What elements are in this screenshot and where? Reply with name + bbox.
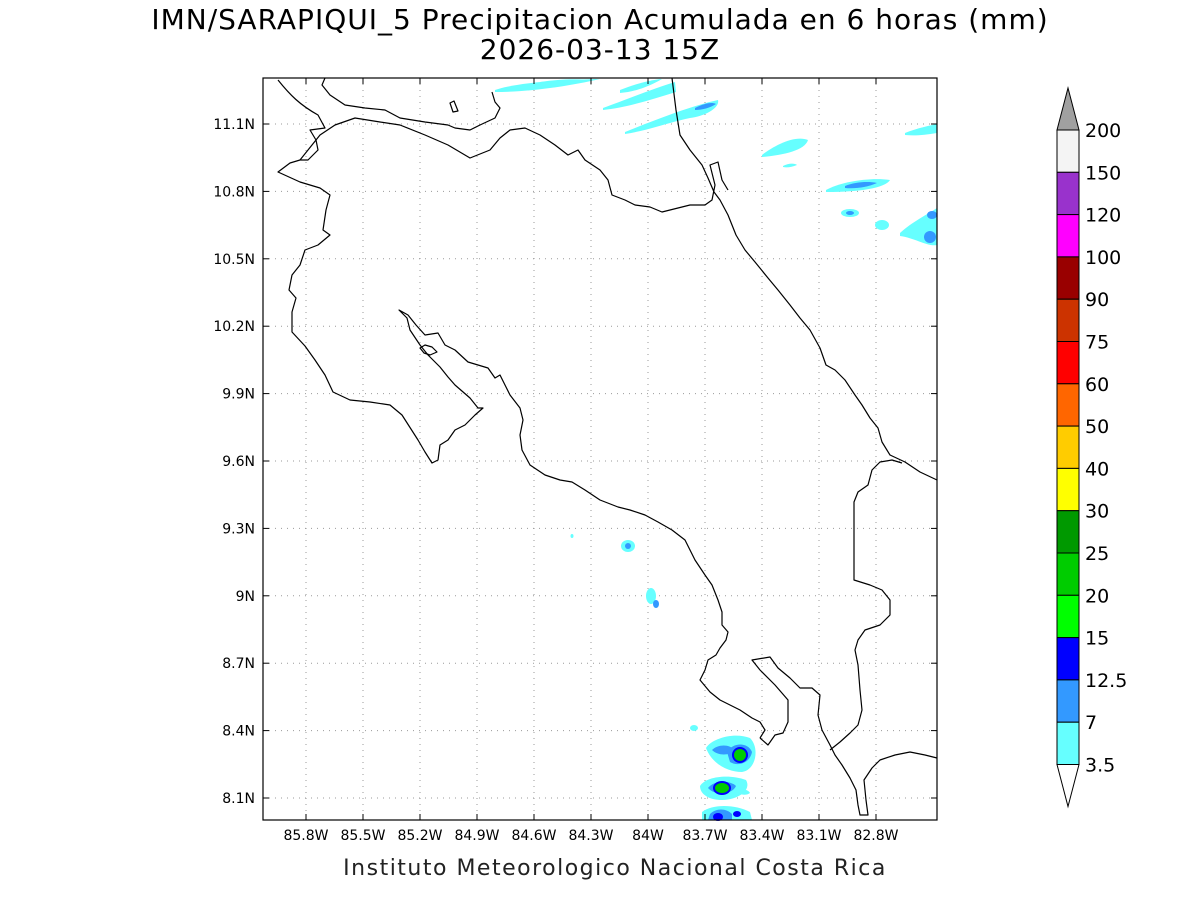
- lon-label: 84W: [632, 828, 664, 844]
- lat-label: 9.3N: [222, 521, 255, 537]
- legend-label: 90: [1085, 289, 1109, 311]
- lon-label: 84.6W: [511, 828, 556, 844]
- legend-label: 100: [1085, 247, 1121, 269]
- lat-label: 8.4N: [222, 724, 255, 740]
- legend-label: 60: [1085, 374, 1109, 396]
- legend-swatch: [1056, 298, 1080, 343]
- legend-max-triangle: [1056, 86, 1080, 131]
- legend-min-triangle: [1056, 764, 1080, 809]
- lon-label: 83.4W: [739, 828, 784, 844]
- legend-swatch: [1056, 171, 1080, 216]
- lat-label: 11.1N: [213, 117, 255, 133]
- latitude-labels: 11.1N 10.8N 10.5N 10.2N 9.9N 9.6N 9.3N 9N 8.7N 8.…: [213, 117, 255, 807]
- lon-label: 85.2W: [397, 828, 442, 844]
- map-datetime: 2026-03-13 15Z: [479, 33, 721, 66]
- lon-label: 82.8W: [853, 828, 898, 844]
- legend-label: 12.5: [1085, 670, 1127, 692]
- lat-label: 10.8N: [213, 184, 255, 200]
- legend-label: 200: [1085, 120, 1121, 142]
- lat-label: 8.7N: [222, 656, 255, 672]
- legend-label: 75: [1085, 332, 1109, 354]
- legend-label: 3.5: [1085, 755, 1115, 777]
- legend-swatch: [1056, 510, 1080, 554]
- legend-swatch: [1056, 637, 1080, 681]
- legend-label: 20: [1085, 585, 1109, 607]
- lat-label: 10.2N: [213, 319, 255, 335]
- legend-swatch: [1056, 341, 1080, 385]
- legend-label: 25: [1085, 543, 1109, 565]
- lon-label: 85.5W: [340, 828, 385, 844]
- legend-swatch: [1056, 552, 1080, 596]
- legend-swatch: [1056, 214, 1080, 258]
- lat-label: 10.5N: [213, 252, 255, 268]
- legend-swatch: [1056, 129, 1080, 173]
- legend-swatch: [1056, 467, 1080, 512]
- lat-label: 8.1N: [222, 791, 255, 807]
- lon-label: 83.1W: [796, 828, 841, 844]
- legend-label: 150: [1085, 162, 1121, 184]
- lon-label: 85.8W: [283, 828, 328, 844]
- legend-swatch: [1056, 594, 1080, 639]
- lon-label: 83.7W: [682, 828, 727, 844]
- legend-swatch: [1056, 679, 1080, 723]
- legend-swatch: [1056, 256, 1080, 300]
- legend-label: 30: [1085, 501, 1109, 523]
- map-panel: [262, 77, 938, 821]
- legend-swatch: [1056, 721, 1080, 766]
- map-title: IMN/SARAPIQUI_5 Precipitacion Acumulada …: [151, 3, 1049, 36]
- graticule: [263, 78, 937, 820]
- legend-label: 50: [1085, 416, 1109, 438]
- lat-label: 9.6N: [222, 454, 255, 470]
- legend-label: 40: [1085, 458, 1109, 480]
- legend-label: 120: [1085, 205, 1121, 227]
- legend-swatch: [1056, 383, 1080, 427]
- legend-swatch: [1056, 425, 1080, 469]
- legend-label: 15: [1085, 628, 1109, 650]
- color-legend: 200 150 120 100 90 75 60 50 40 30 25 20 15 12.5 7 3.5: [1056, 86, 1127, 809]
- precipitation-field: [495, 79, 937, 821]
- legend-label: 7: [1085, 712, 1097, 734]
- map-footer: Instituto Meteorologico Nacional Costa R…: [343, 856, 887, 881]
- lon-label: 84.3W: [568, 828, 613, 844]
- lat-label: 9N: [236, 589, 255, 605]
- longitude-labels: 85.8W 85.5W 85.2W 84.9W 84.6W 84.3W 84W 83.7W 83…: [283, 828, 898, 844]
- coastlines: [277, 77, 938, 816]
- lat-label: 9.9N: [222, 387, 255, 403]
- lon-label: 84.9W: [454, 828, 499, 844]
